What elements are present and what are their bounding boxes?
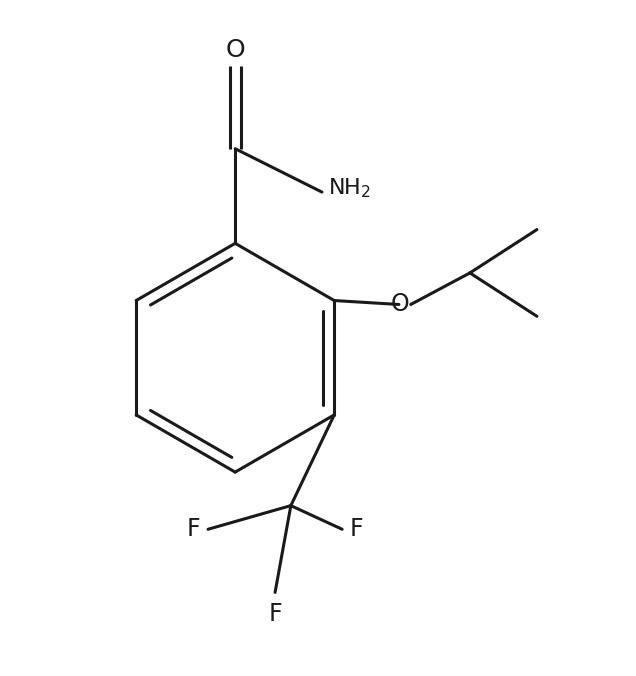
Text: F: F xyxy=(268,602,282,626)
Text: F: F xyxy=(186,517,200,541)
Text: NH$_2$: NH$_2$ xyxy=(328,176,371,200)
Text: O: O xyxy=(391,293,409,316)
Text: O: O xyxy=(225,38,245,62)
Text: F: F xyxy=(350,517,364,541)
